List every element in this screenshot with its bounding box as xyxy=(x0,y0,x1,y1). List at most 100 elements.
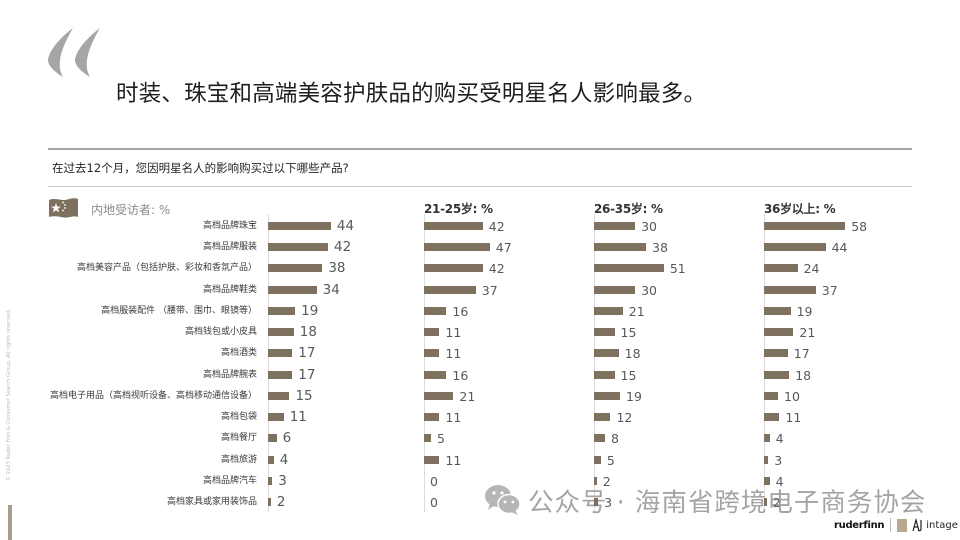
value-label: 17 xyxy=(793,346,810,362)
age-36-plus-header: 36岁以上: % xyxy=(764,202,836,216)
bar xyxy=(594,328,615,337)
value-label: 21 xyxy=(459,388,476,404)
category-label: 高档品牌珠宝 xyxy=(202,221,257,231)
value-label: 11 xyxy=(445,452,462,468)
axis-21-25 xyxy=(424,214,425,512)
bar xyxy=(268,306,296,315)
quote-mark-icon xyxy=(48,28,100,77)
category-label: 高档电子用品（高档视听设备、高档移动通信设备） xyxy=(49,390,257,401)
value-label: 0 xyxy=(430,494,438,510)
intage-mark-icon xyxy=(912,518,922,532)
bar xyxy=(594,285,636,294)
bar xyxy=(424,370,447,379)
value-label: 2 xyxy=(602,473,611,489)
category-label: 高档家具或家用装饰品 xyxy=(166,496,257,507)
value-label: 37 xyxy=(481,282,498,298)
value-label: 15 xyxy=(620,325,637,341)
bar xyxy=(424,413,440,422)
value-label: 6 xyxy=(282,430,292,447)
bar xyxy=(594,264,664,273)
value-label: 3 xyxy=(774,452,783,468)
bar xyxy=(424,349,440,358)
bar xyxy=(424,391,454,400)
axis-26-35 xyxy=(594,214,595,512)
slide-title: 时装、珠宝和高端美容护肤品的购买受明星名人影响最多。 xyxy=(116,81,707,107)
bar xyxy=(424,328,440,337)
category-label: 高档餐厅 xyxy=(220,433,257,444)
value-label: 16 xyxy=(452,367,469,383)
age-21-25-header: 21-25岁: % xyxy=(424,202,493,216)
value-label: 42 xyxy=(488,219,505,234)
category-label: 高档品牌服装 xyxy=(202,242,257,253)
bar xyxy=(424,434,431,443)
bar xyxy=(764,285,816,294)
value-label: 0 xyxy=(430,473,438,489)
value-label: 18 xyxy=(795,367,812,383)
bar xyxy=(268,497,271,506)
value-label: 21 xyxy=(628,303,645,319)
category-label: 高档美容产品（包括护肤、彩妆和香氛产品） xyxy=(76,263,257,274)
value-label: 18 xyxy=(624,346,641,362)
bar xyxy=(268,222,331,230)
category-label: 高档酒类 xyxy=(220,348,257,359)
bar xyxy=(268,455,274,464)
bar xyxy=(268,370,293,379)
value-label: 42 xyxy=(488,261,505,277)
value-label: 47 xyxy=(495,240,512,256)
bar xyxy=(764,455,769,464)
value-label: 2 xyxy=(772,494,781,510)
value-label: 11 xyxy=(785,410,802,426)
value-label: 38 xyxy=(652,240,668,256)
bar xyxy=(424,264,483,273)
copyright-notice: © 2023 Ruder Finn & Consumer Search Grou… xyxy=(6,308,12,482)
bar xyxy=(764,222,846,230)
value-label: 44 xyxy=(336,218,355,234)
bar xyxy=(268,285,317,294)
watermark: 公众号 · 海南省跨境电子商务协会 xyxy=(484,482,926,518)
category-label: 高档钱包或小皮具 xyxy=(184,327,257,338)
survey-question: 在过去12个月，您因明星名人的影响购买过以下哪些产品? xyxy=(52,161,349,175)
value-label: 3 xyxy=(604,494,613,510)
partner-logos: ruderfinn intage xyxy=(834,515,958,535)
value-label: 16 xyxy=(452,303,469,319)
bar xyxy=(764,306,791,315)
bar xyxy=(268,264,323,273)
bar xyxy=(764,264,798,273)
value-label: 8 xyxy=(610,431,619,447)
bar xyxy=(424,285,476,294)
category-label: 高档旅游 xyxy=(220,454,257,465)
value-label: 51 xyxy=(669,261,686,277)
bar xyxy=(268,349,293,358)
value-label: 30 xyxy=(641,219,657,234)
value-label: 15 xyxy=(620,367,637,383)
bar xyxy=(764,370,790,379)
value-label: 4 xyxy=(775,431,784,447)
value-label: 34 xyxy=(322,281,340,298)
age-26-35-header: 26-35岁: % xyxy=(594,202,663,216)
category-label: 高档品牌腕表 xyxy=(202,369,257,380)
bar xyxy=(594,391,621,400)
question-divider xyxy=(48,186,912,187)
watermark-text: 公众号 · 海南省跨境电子商务协会 xyxy=(528,487,927,518)
axis-36-plus xyxy=(764,214,765,512)
value-label: 44 xyxy=(831,240,848,256)
value-label: 12 xyxy=(616,410,633,426)
logo-divider xyxy=(890,518,892,532)
bar xyxy=(764,476,770,485)
value-label: 17 xyxy=(298,366,316,383)
bar xyxy=(764,413,780,422)
value-label: 11 xyxy=(445,346,462,362)
value-label: 19 xyxy=(626,388,642,404)
bar xyxy=(268,391,290,400)
value-label: 11 xyxy=(445,410,462,426)
value-label: 17 xyxy=(298,345,316,362)
value-label: 4 xyxy=(279,451,289,468)
value-label: 4 xyxy=(775,473,784,489)
bar xyxy=(594,243,647,252)
bar xyxy=(764,328,794,337)
bar xyxy=(594,497,599,506)
bar xyxy=(594,306,623,315)
bar xyxy=(764,391,778,400)
wechat-icon xyxy=(485,485,521,515)
china-flag-icon xyxy=(49,198,78,218)
